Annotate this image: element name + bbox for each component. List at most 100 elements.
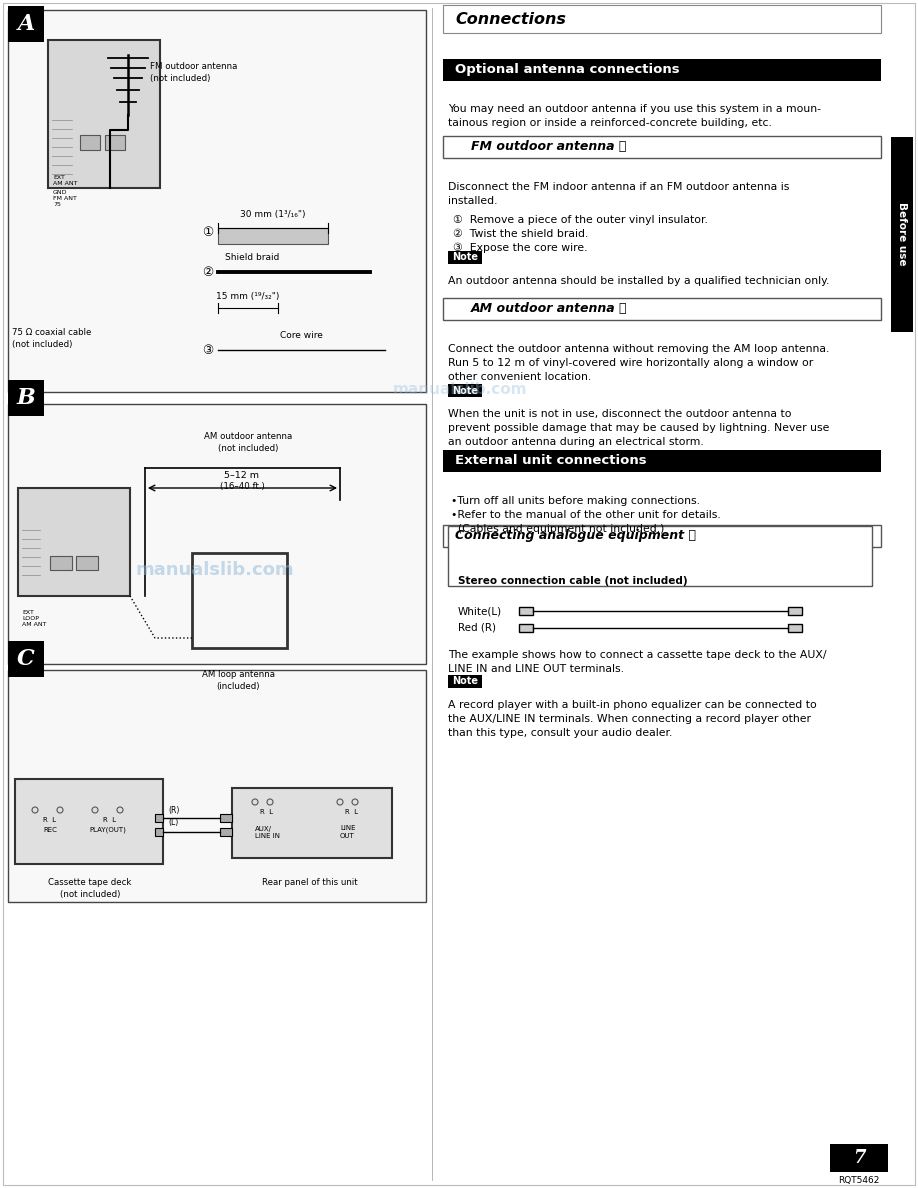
Text: GND
FM ANT
75: GND FM ANT 75 [53, 190, 77, 207]
Text: 15 mm (¹⁹/₃₂"): 15 mm (¹⁹/₃₂") [217, 291, 280, 301]
Text: RQT5462: RQT5462 [838, 1176, 879, 1186]
Bar [519, 624, 533, 632]
Bar [8, 380, 44, 416]
Text: Connections: Connections [455, 12, 565, 26]
Text: Stereo connection cable (not included): Stereo connection cable (not included) [458, 576, 688, 586]
Text: installed.: installed. [448, 196, 498, 206]
Bar [519, 607, 533, 615]
Bar [76, 556, 98, 570]
Text: than this type, consult your audio dealer.: than this type, consult your audio deale… [448, 728, 672, 738]
Bar [232, 788, 392, 858]
Text: AM loop antenna: AM loop antenna [201, 670, 274, 680]
Text: FM outdoor antenna Ⓐ: FM outdoor antenna Ⓐ [471, 140, 626, 153]
Text: Note: Note [452, 676, 478, 687]
Text: manualslib.com: manualslib.com [393, 383, 527, 398]
Text: 30 mm (1³/₁₆"): 30 mm (1³/₁₆") [241, 210, 306, 220]
Text: Shield braid: Shield braid [225, 253, 279, 263]
Text: •Turn off all units before making connections.: •Turn off all units before making connec… [451, 497, 700, 506]
Text: Cassette tape deck: Cassette tape deck [49, 878, 131, 887]
Text: (not included): (not included) [60, 890, 120, 899]
Bar [105, 135, 125, 150]
Bar [8, 642, 44, 677]
Text: R  L: R L [260, 809, 274, 815]
Text: Note: Note [452, 253, 478, 263]
Text: R  L: R L [104, 817, 117, 823]
Text: ①  Remove a piece of the outer vinyl insulator.: ① Remove a piece of the outer vinyl insu… [453, 215, 708, 225]
Text: manualslib.com: manualslib.com [136, 561, 295, 579]
Bar [15, 779, 163, 864]
Text: other convenient location.: other convenient location. [448, 372, 591, 383]
Text: Optional antenna connections: Optional antenna connections [455, 63, 679, 76]
Text: ③  Expose the core wire.: ③ Expose the core wire. [453, 244, 588, 253]
Text: 7: 7 [853, 1149, 866, 1167]
Bar [155, 814, 163, 822]
Bar [8, 10, 426, 392]
Text: ①: ① [202, 226, 213, 239]
Text: FM outdoor antenna: FM outdoor antenna [150, 62, 238, 71]
Text: When the unit is not in use, disconnect the outdoor antenna to: When the unit is not in use, disconnect … [448, 409, 791, 419]
Text: (not included): (not included) [150, 74, 210, 83]
Text: R  L: R L [43, 817, 57, 823]
Text: EXT
AM ANT: EXT AM ANT [53, 175, 77, 185]
Text: (not included): (not included) [218, 444, 278, 453]
Text: Red (R): Red (R) [458, 623, 496, 633]
Bar [788, 624, 802, 632]
Bar [891, 137, 913, 331]
Bar [443, 298, 881, 320]
Bar [48, 40, 160, 188]
Text: (Cables and equipment not included.): (Cables and equipment not included.) [451, 524, 665, 533]
Text: An outdoor antenna should be installed by a qualified technician only.: An outdoor antenna should be installed b… [448, 276, 829, 286]
Text: (L): (L) [168, 817, 178, 827]
Text: The example shows how to connect a cassette tape deck to the AUX/: The example shows how to connect a casse… [448, 650, 826, 661]
Text: (16–40 ft.): (16–40 ft.) [219, 482, 264, 492]
Bar [8, 670, 426, 902]
Text: EXT
LOOP
AM ANT: EXT LOOP AM ANT [22, 609, 47, 626]
Text: an outdoor antenna during an electrical storm.: an outdoor antenna during an electrical … [448, 437, 704, 447]
Bar [448, 526, 872, 586]
Bar [830, 1144, 888, 1173]
Text: LINE
OUT: LINE OUT [340, 826, 355, 839]
Text: 5–12 m: 5–12 m [225, 472, 260, 480]
Text: PLAY(OUT): PLAY(OUT) [90, 827, 127, 833]
Text: (not included): (not included) [12, 340, 73, 349]
Text: You may need an outdoor antenna if you use this system in a moun-: You may need an outdoor antenna if you u… [448, 105, 821, 114]
Text: White(L): White(L) [458, 606, 502, 617]
Text: Note: Note [452, 385, 478, 396]
Text: Rear panel of this unit: Rear panel of this unit [263, 878, 358, 887]
Bar [218, 228, 328, 244]
Text: (included): (included) [217, 682, 260, 691]
Text: 75 Ω coaxial cable: 75 Ω coaxial cable [12, 328, 92, 337]
Bar [80, 135, 100, 150]
Bar [18, 488, 130, 596]
Bar [220, 828, 232, 836]
Text: A: A [17, 13, 35, 34]
Text: External unit connections: External unit connections [455, 455, 646, 468]
Text: LINE IN and LINE OUT terminals.: LINE IN and LINE OUT terminals. [448, 664, 624, 674]
Text: Disconnect the FM indoor antenna if an FM outdoor antenna is: Disconnect the FM indoor antenna if an F… [448, 182, 789, 192]
Bar [443, 5, 881, 33]
Text: (R): (R) [168, 805, 179, 815]
Text: Before use: Before use [897, 202, 907, 266]
Bar [448, 675, 482, 688]
Bar [443, 135, 881, 158]
Text: AUX/
LINE IN: AUX/ LINE IN [255, 826, 280, 839]
Bar [443, 450, 881, 472]
Text: •Refer to the manual of the other unit for details.: •Refer to the manual of the other unit f… [451, 510, 721, 520]
Text: REC: REC [43, 827, 57, 833]
Text: Run 5 to 12 m of vinyl-covered wire horizontally along a window or: Run 5 to 12 m of vinyl-covered wire hori… [448, 358, 813, 368]
Bar [443, 59, 881, 81]
Text: the AUX/LINE IN terminals. When connecting a record player other: the AUX/LINE IN terminals. When connecti… [448, 714, 811, 723]
Bar [192, 552, 287, 647]
Text: AM outdoor antenna: AM outdoor antenna [204, 432, 292, 441]
Text: Core wire: Core wire [280, 331, 323, 341]
Text: ②  Twist the shield braid.: ② Twist the shield braid. [453, 229, 588, 239]
Bar [50, 556, 72, 570]
Bar [448, 251, 482, 264]
Text: C: C [17, 647, 35, 670]
Text: ③: ③ [202, 343, 213, 356]
Text: prevent possible damage that may be caused by lightning. Never use: prevent possible damage that may be caus… [448, 423, 829, 432]
Text: B: B [17, 387, 36, 409]
Bar [448, 384, 482, 397]
Bar [155, 828, 163, 836]
Text: AM outdoor antenna Ⓑ: AM outdoor antenna Ⓑ [471, 303, 628, 316]
